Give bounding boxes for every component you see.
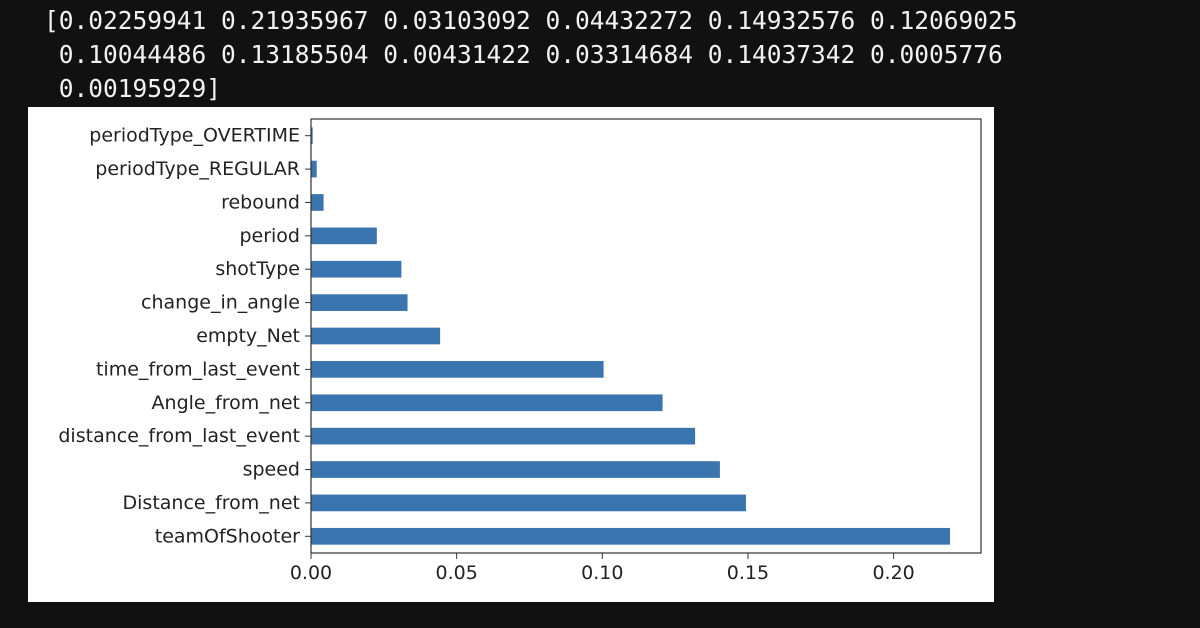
feature-importance-bar-chart: teamOfShooter Distance_from_net speed dista… — [58, 118, 982, 584]
ytick-label-Angle_from_net: Angle_from_net — [152, 392, 300, 414]
bar-periodType_OVERTIME — [311, 127, 313, 145]
xtick-label: 0.20 — [872, 562, 914, 584]
bar-rebound — [311, 194, 324, 211]
ytick-label-periodType_OVERTIME: periodType_OVERTIME — [89, 125, 300, 147]
plot-frame — [310, 118, 982, 554]
ytick-label-change_in_angle: change_in_angle — [141, 292, 300, 314]
feature-importance-figure: teamOfShooter Distance_from_net speed dista… — [28, 107, 994, 602]
bar-period — [311, 227, 377, 245]
ytick-label-Distance_from_net: Distance_from_net — [123, 492, 300, 514]
ytick-label-teamOfShooter: teamOfShooter — [155, 525, 300, 547]
array-printout: [0.02259941 0.21935967 0.03103092 0.0443… — [44, 4, 1018, 106]
xtick-label: 0.05 — [435, 562, 477, 584]
bar-distance_from_last_event — [311, 427, 696, 445]
array-line-3: 0.00195929] — [44, 74, 222, 103]
bar-shotType — [311, 260, 402, 278]
bar-speed — [311, 461, 720, 478]
bar-Angle_from_net — [311, 394, 663, 412]
ytick-label-empty_Net: empty_Net — [196, 325, 300, 347]
ytick-label-distance_from_last_event: distance_from_last_event — [58, 425, 300, 447]
array-line-2: 0.10044486 0.13185504 0.00431422 0.03314… — [44, 40, 1003, 69]
ytick-label-shotType: shotType — [215, 258, 300, 280]
xtick-label: 0.15 — [727, 562, 769, 584]
ytick-label-rebound: rebound — [221, 191, 300, 213]
bar-teamOfShooter — [311, 527, 951, 545]
xtick-label: 0.10 — [581, 562, 623, 584]
bar-empty_Net — [311, 327, 441, 345]
ytick-label-speed: speed — [243, 459, 300, 481]
ytick-label-periodType_REGULAR: periodType_REGULAR — [95, 158, 300, 180]
array-line-1: [0.02259941 0.21935967 0.03103092 0.0443… — [44, 6, 1018, 35]
bar-change_in_angle — [311, 294, 408, 311]
bar-time_from_last_event — [311, 361, 604, 378]
ytick-label-time_from_last_event: time_from_last_event — [96, 358, 300, 380]
ytick-label-period: period — [239, 225, 300, 247]
bar-periodType_REGULAR — [311, 160, 317, 178]
xtick-label: 0.00 — [290, 562, 332, 584]
bar-Distance_from_net — [311, 494, 746, 512]
